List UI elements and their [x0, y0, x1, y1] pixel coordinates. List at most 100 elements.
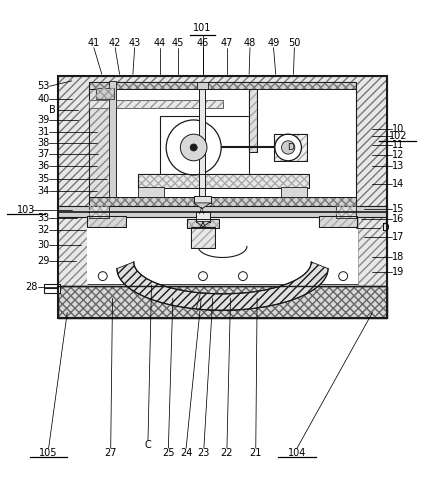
Bar: [58, 286, 387, 318]
Bar: [89, 82, 356, 89]
Text: A: A: [198, 207, 204, 216]
Bar: [58, 286, 387, 318]
Bar: [197, 82, 208, 89]
Text: 21: 21: [250, 448, 262, 458]
Bar: [58, 76, 387, 318]
Text: 40: 40: [37, 94, 50, 104]
Text: 35: 35: [37, 175, 50, 185]
Bar: [319, 216, 357, 228]
Bar: [187, 220, 219, 228]
Text: 38: 38: [37, 138, 50, 148]
Text: 42: 42: [109, 38, 121, 48]
Polygon shape: [196, 222, 210, 227]
Bar: [58, 212, 87, 286]
Text: 101: 101: [193, 23, 212, 33]
Text: 41: 41: [88, 38, 100, 48]
Text: 28: 28: [25, 282, 38, 292]
Bar: [196, 212, 210, 222]
Bar: [249, 89, 257, 152]
Circle shape: [98, 271, 107, 280]
Bar: [89, 100, 222, 108]
Bar: [58, 76, 387, 318]
Text: 30: 30: [37, 240, 50, 250]
Text: 102: 102: [388, 131, 407, 141]
Text: B: B: [49, 105, 56, 115]
Text: 29: 29: [37, 255, 50, 265]
Text: 25: 25: [162, 448, 174, 458]
Text: 17: 17: [392, 232, 404, 242]
Bar: [138, 188, 164, 197]
Bar: [89, 100, 222, 108]
Bar: [87, 216, 126, 228]
Polygon shape: [194, 203, 210, 209]
Text: 27: 27: [105, 448, 117, 458]
Bar: [274, 134, 307, 161]
Bar: [89, 82, 356, 89]
Bar: [249, 89, 257, 152]
Bar: [96, 88, 114, 99]
Text: 13: 13: [392, 161, 404, 171]
Text: 15: 15: [392, 204, 404, 214]
Bar: [191, 228, 214, 248]
Text: 18: 18: [392, 252, 404, 262]
Bar: [89, 214, 356, 283]
Text: C: C: [145, 440, 151, 450]
Text: 11: 11: [392, 140, 404, 150]
Text: 10: 10: [392, 124, 404, 134]
Text: 31: 31: [37, 127, 50, 137]
Text: 39: 39: [37, 115, 50, 125]
Circle shape: [166, 120, 221, 175]
Text: 53: 53: [37, 81, 50, 91]
Text: D: D: [287, 143, 294, 152]
Text: 43: 43: [129, 38, 141, 48]
Bar: [160, 116, 249, 182]
Bar: [58, 76, 387, 212]
Text: 46: 46: [196, 38, 209, 48]
Text: 37: 37: [37, 149, 50, 159]
Bar: [191, 228, 214, 248]
Circle shape: [190, 144, 197, 151]
Circle shape: [180, 134, 207, 161]
Bar: [58, 207, 387, 217]
Text: 48: 48: [244, 38, 256, 48]
Text: 22: 22: [221, 448, 233, 458]
Text: 50: 50: [288, 38, 300, 48]
Text: 44: 44: [154, 38, 166, 48]
Bar: [199, 89, 205, 197]
Text: 33: 33: [37, 213, 50, 223]
Text: 23: 23: [198, 448, 210, 458]
Bar: [96, 88, 114, 99]
Bar: [319, 216, 357, 228]
Text: 34: 34: [37, 186, 50, 196]
Bar: [274, 134, 307, 161]
Bar: [89, 206, 109, 218]
Bar: [274, 134, 307, 161]
Text: 36: 36: [37, 161, 50, 171]
Circle shape: [198, 271, 207, 280]
Bar: [187, 220, 219, 228]
Text: 45: 45: [172, 38, 184, 48]
Bar: [194, 196, 210, 203]
Bar: [336, 206, 356, 218]
Text: 24: 24: [180, 448, 192, 458]
Circle shape: [339, 271, 348, 280]
Text: 49: 49: [267, 38, 279, 48]
Polygon shape: [117, 262, 249, 310]
Polygon shape: [196, 262, 328, 310]
Bar: [89, 197, 356, 206]
Text: 103: 103: [17, 205, 35, 215]
Bar: [249, 89, 257, 152]
Bar: [87, 216, 126, 228]
Bar: [281, 188, 307, 197]
Bar: [358, 212, 387, 286]
Text: 32: 32: [37, 225, 50, 235]
Text: 14: 14: [392, 179, 404, 189]
Bar: [44, 283, 60, 292]
Bar: [319, 216, 357, 228]
Bar: [87, 216, 126, 228]
Circle shape: [239, 271, 247, 280]
Text: 47: 47: [221, 38, 233, 48]
Bar: [89, 89, 116, 197]
Text: 105: 105: [39, 448, 58, 458]
Bar: [89, 197, 356, 206]
